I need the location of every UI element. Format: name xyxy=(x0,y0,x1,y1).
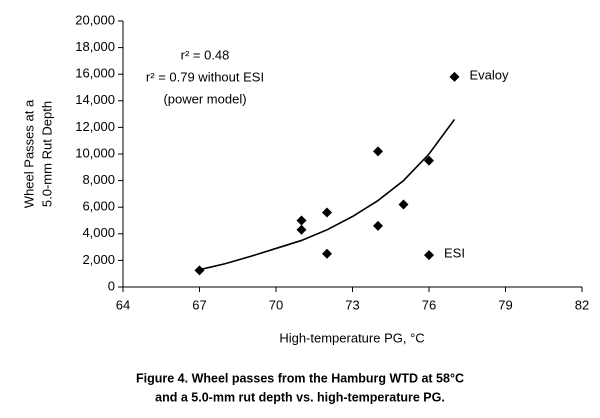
x-tick-label: 64 xyxy=(116,297,130,312)
point-label: Evaloy xyxy=(470,67,510,82)
trend-line xyxy=(199,118,456,271)
x-tick-label: 67 xyxy=(192,297,206,312)
point xyxy=(322,248,332,259)
y-tick-label: 18,000 xyxy=(75,39,115,54)
x-tick-label: 79 xyxy=(498,297,512,312)
point xyxy=(296,224,307,235)
annotation: (power model) xyxy=(163,91,246,106)
y-tick-label: 4,000 xyxy=(82,225,115,240)
y-axis-title-line: 5.0-mm Rut Depth xyxy=(39,101,54,207)
y-tick-label: 10,000 xyxy=(75,145,115,160)
point xyxy=(322,207,332,218)
caption: Figure 4. Wheel passes from the Hamburg … xyxy=(136,371,464,385)
annotation: r² = 0.79 without ESI xyxy=(146,69,264,84)
point xyxy=(373,146,383,157)
point xyxy=(449,71,460,82)
caption: and a 5.0-mm rut depth vs. high-temperat… xyxy=(155,390,445,404)
point xyxy=(296,215,307,226)
y-tick-label: 2,000 xyxy=(82,252,115,267)
x-axis-title: High-temperature PG, °C xyxy=(279,330,424,345)
y-tick-label: 6,000 xyxy=(82,199,115,214)
point xyxy=(194,265,205,276)
point xyxy=(373,220,383,231)
point xyxy=(398,199,409,210)
annotation: r² = 0.48 xyxy=(181,47,230,62)
y-tick-label: 16,000 xyxy=(75,66,115,81)
x-tick-label: 82 xyxy=(575,297,589,312)
y-tick-label: 14,000 xyxy=(75,92,115,107)
point xyxy=(424,250,434,261)
y-tick-label: 0 xyxy=(108,278,115,293)
y-axis-title: Wheel Passes at a 5.0-mm Rut Depth xyxy=(21,99,54,208)
x-tick-label: 73 xyxy=(345,297,359,312)
y-axis-title-line: Wheel Passes at a xyxy=(21,99,36,208)
y-tick-label: 20,000 xyxy=(75,12,115,27)
x-tick-label: 76 xyxy=(422,297,436,312)
point-label: ESI xyxy=(444,246,465,261)
x-tick-label: 70 xyxy=(269,297,283,312)
point xyxy=(424,155,434,166)
y-tick-label: 8,000 xyxy=(82,172,115,187)
y-tick-label: 12,000 xyxy=(75,119,115,134)
